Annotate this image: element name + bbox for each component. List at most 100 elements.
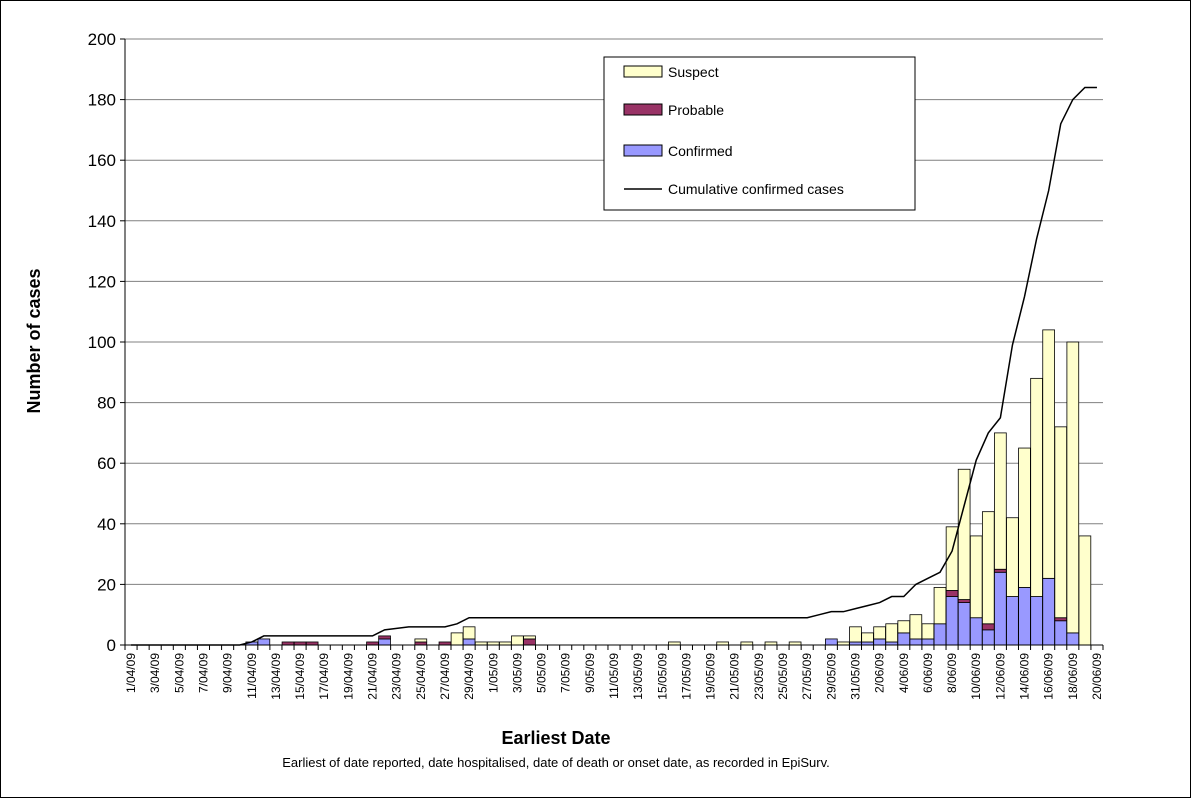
x-tick-label: 11/05/09 xyxy=(607,653,621,699)
x-tick-label: 21/04/09 xyxy=(366,653,380,700)
x-tick-label: 9/05/09 xyxy=(583,653,597,693)
bar-suspect xyxy=(1054,426,1068,619)
x-tick-label: 11/04/09 xyxy=(245,653,259,699)
x-tick-label: 18/06/09 xyxy=(1066,653,1080,700)
y-tick-label: 120 xyxy=(88,272,116,291)
bar-probable xyxy=(945,590,959,597)
x-tick-label: 7/05/09 xyxy=(559,653,573,693)
x-tick-label: 13/04/09 xyxy=(269,653,283,700)
bar-confirmed xyxy=(957,602,971,646)
x-tick-label: 7/04/09 xyxy=(196,653,210,693)
legend-box xyxy=(603,56,916,211)
bar-suspect xyxy=(523,635,536,640)
bar-confirmed xyxy=(378,638,391,646)
bar-suspect xyxy=(909,614,923,640)
x-tick-label: 19/05/09 xyxy=(704,653,718,700)
cumulative-confirmed-line xyxy=(131,86,1097,646)
legend-swatch-probable xyxy=(623,103,663,116)
bar-probable xyxy=(523,638,536,646)
x-axis-label: Earliest Date xyxy=(501,728,610,748)
y-tick-label: 80 xyxy=(97,394,116,413)
bar-probable xyxy=(994,568,1007,573)
y-tick-label: 0 xyxy=(107,636,116,655)
x-tick-label: 21/05/09 xyxy=(728,653,742,700)
x-tick-label: 1/04/09 xyxy=(124,653,138,693)
x-tick-label: 10/06/09 xyxy=(969,653,983,700)
x-tick-label: 5/04/09 xyxy=(172,653,186,693)
bar-confirmed xyxy=(1054,620,1068,646)
bar-confirmed xyxy=(825,638,838,646)
bar-probable xyxy=(378,635,391,640)
x-tick-label: 29/05/09 xyxy=(824,653,838,700)
x-tick-label: 15/04/09 xyxy=(293,653,307,700)
y-tick-label: 60 xyxy=(97,454,116,473)
bar-suspect xyxy=(1030,377,1043,597)
chart-caption: Earliest of date reported, date hospital… xyxy=(282,755,830,770)
x-tick-label: 17/04/09 xyxy=(317,653,331,700)
y-tick-label: 140 xyxy=(88,212,116,231)
bar-confirmed xyxy=(969,617,983,646)
bar-confirmed xyxy=(945,596,959,646)
bar-suspect xyxy=(933,587,947,625)
bar-confirmed xyxy=(933,623,947,646)
bar-confirmed xyxy=(981,629,995,646)
bar-confirmed xyxy=(909,638,923,646)
bar-suspect xyxy=(994,432,1007,570)
bar-probable xyxy=(981,623,995,631)
bar-confirmed xyxy=(1006,596,1019,646)
y-tick-label: 180 xyxy=(88,91,116,110)
bar-suspect xyxy=(981,511,995,625)
legend-label-confirmed: Confirmed xyxy=(668,143,733,159)
x-tick-label: 3/05/09 xyxy=(510,653,524,693)
bar-confirmed xyxy=(1030,596,1043,646)
bar-probable xyxy=(957,599,971,603)
legend: Suspect Probable Confirmed Cumulative co… xyxy=(603,56,916,211)
y-axis-label: Number of cases xyxy=(24,268,44,413)
bar-suspect xyxy=(921,623,935,640)
bar-suspect xyxy=(1078,535,1092,646)
cumulative-line-layer xyxy=(131,86,1097,646)
x-tick-label: 16/06/09 xyxy=(1042,653,1056,700)
x-tick-label: 12/06/09 xyxy=(993,653,1007,700)
x-tick-label: 27/05/09 xyxy=(800,653,814,700)
legend-label-probable: Probable xyxy=(668,102,724,118)
y-tick-label: 40 xyxy=(97,515,116,534)
x-tick-label: 15/05/09 xyxy=(655,653,669,700)
y-tick-label: 200 xyxy=(88,30,116,49)
y-tick-label: 160 xyxy=(88,151,116,170)
bar-confirmed xyxy=(462,638,476,646)
y-tick-label: 100 xyxy=(88,333,116,352)
x-tick-label: 14/06/09 xyxy=(1018,653,1032,700)
x-tick-label: 25/05/09 xyxy=(776,653,790,700)
bar-confirmed xyxy=(994,571,1007,646)
x-tick-label: 6/06/09 xyxy=(921,653,935,693)
bar-suspect xyxy=(849,626,862,643)
x-tick-label: 23/05/09 xyxy=(752,653,766,700)
bar-confirmed xyxy=(1018,587,1031,646)
x-tick-label: 25/04/09 xyxy=(414,653,428,700)
bar-confirmed xyxy=(1042,577,1055,646)
bar-suspect xyxy=(511,635,524,646)
bar-suspect xyxy=(1006,517,1019,597)
y-tick-label: 20 xyxy=(97,575,116,594)
bar-suspect xyxy=(462,626,476,640)
bar-suspect xyxy=(1018,447,1031,588)
bar-suspect xyxy=(1042,329,1055,579)
x-tick-label: 9/04/09 xyxy=(221,653,235,693)
bar-confirmed xyxy=(873,638,886,646)
bar-suspect xyxy=(873,626,886,640)
x-tick-labels: 1/04/09 3/04/09 5/04/09 7/04/09 9/04/09 11/04… xyxy=(124,645,1104,700)
x-tick-label: 2/06/09 xyxy=(873,653,887,693)
x-tick-label: 1/05/09 xyxy=(486,653,500,693)
bar-suspect xyxy=(969,535,983,619)
legend-label-cumulative: Cumulative confirmed cases xyxy=(668,181,844,197)
bar-confirmed xyxy=(257,638,271,646)
x-tick-label: 31/05/09 xyxy=(848,653,862,700)
bar-suspect xyxy=(957,468,971,600)
x-tick-label: 8/06/09 xyxy=(945,653,959,693)
bar-suspect xyxy=(861,632,874,643)
bar-suspect xyxy=(450,632,464,646)
x-tick-label: 5/05/09 xyxy=(535,653,549,693)
